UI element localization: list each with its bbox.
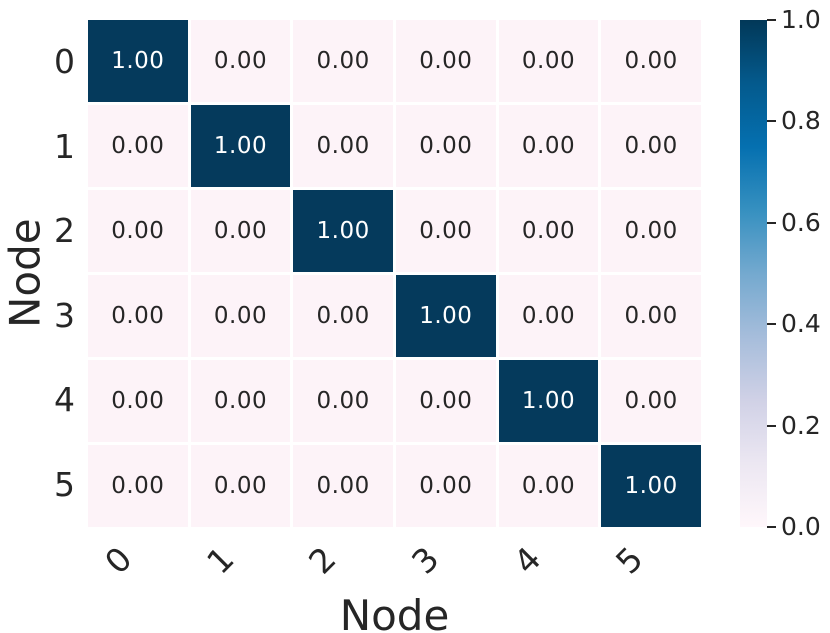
heatmap-cell-r4c2: 0.00 bbox=[293, 360, 393, 442]
colorbar-ticklabel-1.0: 1.0 bbox=[781, 5, 821, 34]
heatmap-cell-r3c5: 0.00 bbox=[601, 275, 701, 357]
heatmap-cell-r1c5: 0.00 bbox=[601, 105, 701, 187]
y-ticklabel-2: 2 bbox=[54, 211, 75, 251]
heatmap-cell-r4c4: 1.00 bbox=[498, 360, 599, 442]
colorbar-tick-mark bbox=[767, 221, 776, 224]
colorbar-ticklabel-0.6: 0.6 bbox=[781, 207, 821, 237]
y-ticklabel-3: 3 bbox=[54, 295, 75, 335]
heatmap-cell-r1c0: 0.00 bbox=[88, 105, 188, 187]
heatmap-cell-r4c3: 0.00 bbox=[395, 360, 496, 442]
y-ticklabel-4: 4 bbox=[54, 380, 75, 420]
heatmap-cell-r5c4: 0.00 bbox=[498, 445, 599, 527]
colorbar-tick-mark bbox=[767, 424, 776, 427]
heatmap-cell-r1c2: 0.00 bbox=[293, 105, 393, 187]
heatmap-cell-r2c3: 0.00 bbox=[395, 190, 496, 272]
heatmap-cell-r5c3: 0.00 bbox=[395, 445, 496, 527]
y-ticklabel-0: 0 bbox=[54, 42, 75, 82]
heatmap-cell-r1c1: 1.00 bbox=[190, 105, 291, 187]
heatmap-cell-r2c5: 0.00 bbox=[601, 190, 701, 272]
heatmap-cell-r2c2: 1.00 bbox=[293, 190, 393, 272]
x-ticklabel-1: 1 bbox=[199, 538, 242, 582]
heatmap-cell-r3c0: 0.00 bbox=[88, 275, 188, 357]
heatmap-cell-r1c4: 0.00 bbox=[498, 105, 599, 187]
y-ticklabel-5: 5 bbox=[54, 464, 75, 504]
heatmap-cell-r4c5: 0.00 bbox=[601, 360, 701, 442]
heatmap-cell-r5c2: 0.00 bbox=[293, 445, 393, 527]
heatmap-cell-r0c4: 0.00 bbox=[498, 20, 599, 102]
heatmap-cell-r3c1: 0.00 bbox=[190, 275, 291, 357]
x-ticklabel-4: 4 bbox=[505, 538, 548, 582]
colorbar-tick-mark bbox=[767, 526, 776, 528]
colorbar bbox=[740, 20, 767, 527]
heatmap-cell-r5c0: 0.00 bbox=[88, 445, 188, 527]
colorbar-tick-mark bbox=[767, 19, 776, 21]
heatmap-cell-r4c1: 0.00 bbox=[190, 360, 291, 442]
heatmap-cell-r0c5: 0.00 bbox=[601, 20, 701, 102]
heatmap-grid: 1.00 0.00 0.00 0.00 0.00 0.00 0.00 1.00 0.00 0.00… bbox=[88, 20, 701, 527]
heatmap-cell-r2c1: 0.00 bbox=[190, 190, 291, 272]
y-axis-label: Node bbox=[0, 218, 50, 329]
x-ticklabel-3: 3 bbox=[403, 538, 446, 582]
heatmap-cell-r0c3: 0.00 bbox=[395, 20, 496, 102]
heatmap-cell-r4c0: 0.00 bbox=[88, 360, 188, 442]
y-ticklabel-1: 1 bbox=[54, 126, 75, 166]
heatmap-cell-r3c4: 0.00 bbox=[498, 275, 599, 357]
heatmap-cell-r2c0: 0.00 bbox=[88, 190, 188, 272]
colorbar-tick-mark bbox=[767, 323, 776, 326]
colorbar-ticklabel-0.0: 0.0 bbox=[781, 512, 821, 541]
heatmap-cell-r3c3: 1.00 bbox=[395, 275, 496, 357]
colorbar-ticklabel-0.4: 0.4 bbox=[781, 309, 821, 339]
heatmap-cell-r3c2: 0.00 bbox=[293, 275, 393, 357]
colorbar-tick-mark bbox=[767, 120, 776, 123]
heatmap-cell-r0c1: 0.00 bbox=[190, 20, 291, 102]
heatmap-cell-r0c0: 1.00 bbox=[88, 20, 188, 102]
colorbar-ticklabel-0.8: 0.8 bbox=[781, 106, 821, 136]
x-axis-label: Node bbox=[339, 591, 450, 633]
colorbar-ticklabel-0.2: 0.2 bbox=[781, 410, 821, 440]
x-ticklabel-2: 2 bbox=[301, 538, 344, 582]
heatmap-cell-r1c3: 0.00 bbox=[395, 105, 496, 187]
x-ticklabel-5: 5 bbox=[607, 538, 651, 582]
heatmap-cell-r2c4: 0.00 bbox=[498, 190, 599, 272]
heatmap-cell-r5c1: 0.00 bbox=[190, 445, 291, 527]
x-ticklabel-0: 0 bbox=[96, 538, 140, 582]
heatmap-cell-r5c5: 1.00 bbox=[601, 445, 701, 527]
heatmap-cell-r0c2: 0.00 bbox=[293, 20, 393, 102]
